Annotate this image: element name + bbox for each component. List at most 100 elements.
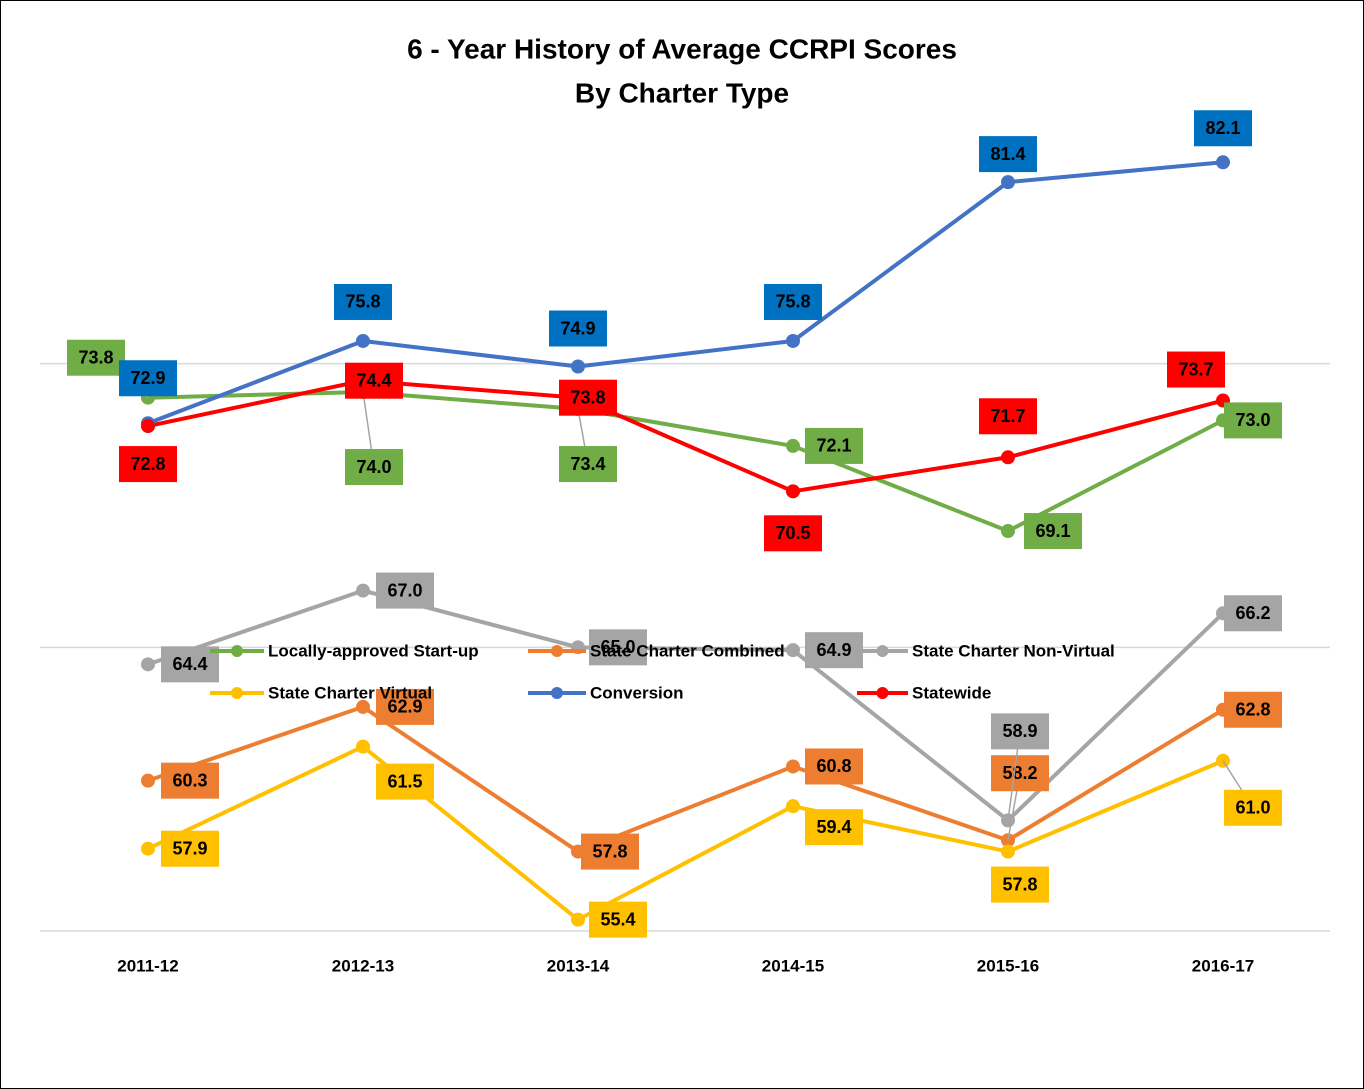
data-label-box	[1224, 595, 1282, 632]
legend-label: Conversion	[590, 683, 684, 702]
data-label: 75.8	[345, 292, 380, 312]
data-label: 74.4	[356, 370, 391, 390]
data-point	[786, 759, 800, 774]
data-label: 64.4	[172, 654, 207, 674]
data-point	[1216, 155, 1230, 170]
data-label: 60.8	[816, 756, 851, 776]
data-label-box	[805, 809, 863, 846]
legend-marker	[551, 645, 563, 657]
legend-marker	[231, 645, 243, 657]
data-point	[571, 359, 585, 374]
data-point	[141, 419, 155, 434]
data-point	[786, 799, 800, 814]
x-tick-label: 2013-14	[547, 956, 610, 975]
data-point	[141, 773, 155, 788]
data-point	[1001, 175, 1015, 190]
legend-marker	[876, 645, 889, 657]
data-label: 71.7	[990, 406, 1025, 426]
data-label-box	[376, 763, 434, 800]
data-label: 81.4	[990, 144, 1025, 164]
series-line	[147, 160, 1224, 426]
data-label-box	[805, 632, 863, 669]
data-label-box	[559, 379, 617, 416]
data-label: 58.2	[1002, 763, 1037, 783]
data-point	[141, 657, 155, 672]
data-label: 75.8	[775, 292, 810, 312]
data-label-box	[979, 136, 1037, 173]
data-label: 69.1	[1035, 521, 1070, 541]
data-label-box	[376, 572, 434, 609]
data-label-box	[764, 283, 822, 320]
data-label-box	[1224, 789, 1282, 826]
chart-subtitle: By Charter Type	[575, 77, 789, 108]
data-label: 82.1	[1205, 118, 1240, 138]
series-line	[147, 704, 1225, 854]
data-label: 72.9	[130, 368, 165, 388]
data-label: 60.3	[172, 770, 207, 790]
data-label: 62.8	[1235, 699, 1270, 719]
data-label-box	[1024, 513, 1082, 550]
data-label: 72.8	[130, 454, 165, 474]
data-label: 61.5	[387, 771, 422, 791]
data-label: 73.8	[570, 387, 605, 407]
data-label: 59.4	[816, 817, 851, 837]
data-label: 73.8	[78, 347, 113, 367]
legend-label: State Charter Non-Virtual	[912, 641, 1115, 660]
data-label-box	[589, 901, 647, 938]
data-point	[1001, 450, 1015, 465]
data-label: 74.0	[356, 457, 391, 477]
data-label: 73.4	[570, 454, 605, 474]
data-point	[356, 333, 370, 348]
x-tick-label: 2014-15	[762, 956, 824, 975]
data-label-box	[559, 446, 617, 483]
data-label: 58.9	[1002, 721, 1037, 741]
data-label-box	[991, 866, 1049, 903]
legend-marker	[231, 687, 243, 699]
data-label-box	[161, 762, 219, 799]
data-label: 74.9	[560, 318, 595, 338]
x-tick-label: 2016-17	[1192, 956, 1254, 975]
data-point	[786, 484, 800, 499]
data-point	[786, 333, 800, 348]
data-label-box	[67, 339, 125, 376]
data-label: 73.0	[1235, 410, 1270, 430]
data-label-box	[161, 830, 219, 867]
data-label-box	[345, 449, 403, 486]
data-label-box	[1224, 402, 1282, 439]
data-label-box	[1167, 351, 1225, 388]
data-label-box	[345, 362, 403, 399]
series-line	[147, 378, 1224, 494]
legend-label: State Charter Combined	[590, 641, 785, 660]
data-label: 73.7	[1178, 359, 1213, 379]
series-line	[147, 744, 1224, 922]
data-label-box	[119, 360, 177, 397]
data-label-box	[764, 515, 822, 552]
legend-label: Locally-approved Start-up	[268, 641, 479, 660]
data-label-box	[376, 688, 434, 725]
data-label: 65.0	[600, 637, 635, 657]
series-line	[147, 390, 1224, 534]
data-label-box	[991, 755, 1049, 792]
data-label: 57.9	[172, 838, 207, 858]
legend-label: State Charter Virtual	[268, 683, 432, 702]
x-tick-label: 2012-13	[332, 956, 394, 975]
data-label-box	[549, 310, 607, 347]
data-label: 64.9	[816, 640, 851, 660]
data-point	[786, 643, 800, 658]
data-label-box	[581, 833, 639, 870]
data-label: 62.9	[387, 697, 422, 717]
data-label-box	[1224, 691, 1282, 728]
data-label-box	[334, 283, 392, 320]
data-label: 55.4	[600, 909, 635, 929]
data-label: 66.2	[1235, 603, 1270, 623]
data-label: 67.0	[387, 580, 422, 600]
data-label-box	[119, 446, 177, 483]
data-label-box	[1194, 110, 1252, 147]
legend-marker	[551, 687, 563, 699]
legend-marker	[876, 687, 889, 699]
x-tick-label: 2015-16	[977, 956, 1039, 975]
data-point	[356, 739, 370, 754]
data-label: 72.1	[816, 436, 851, 456]
data-point	[356, 583, 370, 598]
